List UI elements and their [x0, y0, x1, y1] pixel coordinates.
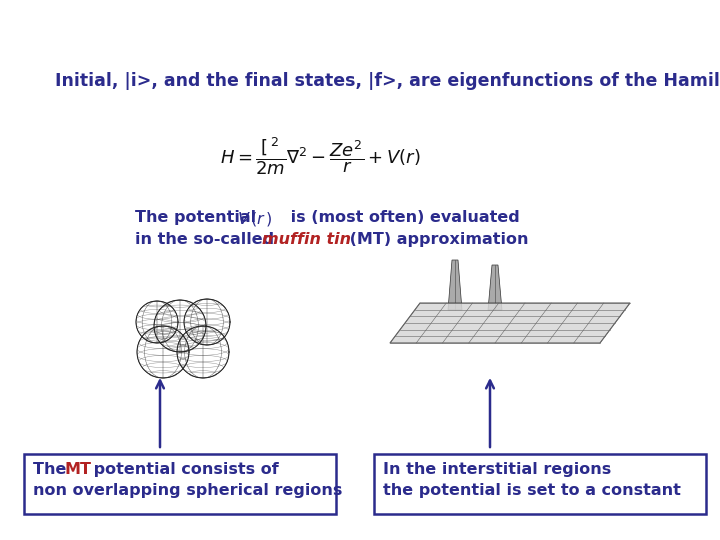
- Text: in the so-called: in the so-called: [135, 232, 280, 247]
- Polygon shape: [390, 303, 630, 343]
- Text: MT: MT: [65, 462, 92, 477]
- Text: muffin tin: muffin tin: [262, 232, 351, 247]
- Text: $H = \dfrac{[\,^2}{2m}\nabla^2 - \dfrac{Ze^2}{r} + V(r)$: $H = \dfrac{[\,^2}{2m}\nabla^2 - \dfrac{…: [220, 135, 420, 177]
- Polygon shape: [448, 260, 462, 310]
- Text: is (most often) evaluated: is (most often) evaluated: [285, 210, 520, 225]
- Text: the potential is set to a constant: the potential is set to a constant: [383, 483, 681, 498]
- Text: The potential: The potential: [135, 210, 262, 225]
- FancyBboxPatch shape: [374, 454, 706, 514]
- Text: (MT) approximation: (MT) approximation: [344, 232, 528, 247]
- Polygon shape: [488, 265, 502, 310]
- FancyBboxPatch shape: [24, 454, 336, 514]
- Text: non overlapping spherical regions: non overlapping spherical regions: [33, 483, 343, 498]
- Text: In the interstitial regions: In the interstitial regions: [383, 462, 611, 477]
- Text: $V\,(r\,)$: $V\,(r\,)$: [237, 210, 273, 228]
- Text: Initial, |i>, and the final states, |f>, are eigenfunctions of the Hamiltonian: Initial, |i>, and the final states, |f>,…: [55, 72, 720, 90]
- Text: The: The: [33, 462, 72, 477]
- Text: potential consists of: potential consists of: [88, 462, 279, 477]
